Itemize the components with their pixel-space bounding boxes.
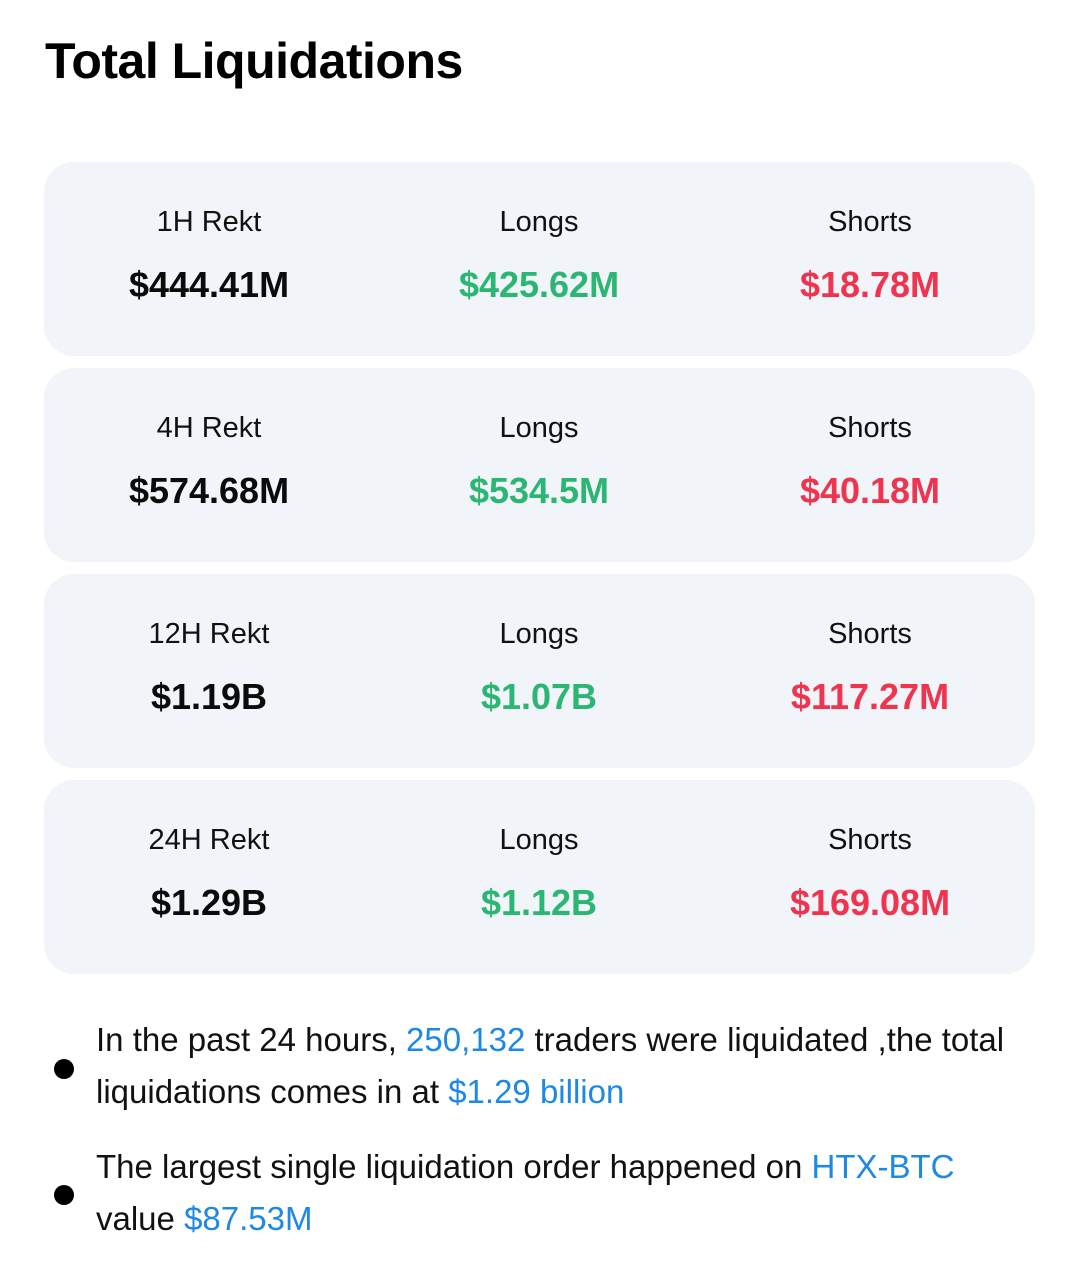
period-label: 12H Rekt [148, 618, 270, 650]
shorts-label: Shorts [828, 824, 912, 856]
summary-text: In the past 24 hours, 250,132 traders we… [96, 1014, 1071, 1118]
shorts-value: $117.27M [790, 676, 950, 717]
longs-value: $1.12B [480, 882, 598, 923]
longs-label: Longs [499, 206, 579, 238]
liquidation-card-24h: 24H Rekt $1.29B Longs $1.12B Shorts $169… [44, 780, 1035, 974]
shorts-label: Shorts [828, 206, 912, 238]
largest-order-value: $87.53M [184, 1200, 313, 1237]
liquidation-card-1h: 1H Rekt $444.41M Longs $425.62M Shorts $… [44, 162, 1035, 356]
total-value: $1.29B [150, 882, 268, 923]
total-value: $1.19B [150, 676, 268, 717]
summary-middle: value [96, 1200, 185, 1237]
total-liquidation-amount: $1.29 billion [448, 1073, 625, 1110]
longs-value: $534.5M [468, 470, 610, 511]
summary-text: The largest single liquidation order hap… [96, 1141, 1071, 1245]
shorts-value: $169.08M [789, 882, 951, 923]
exchange-pair: HTX-BTC [811, 1148, 955, 1185]
period-label: 1H Rekt [156, 206, 262, 238]
summary-prefix: In the past 24 hours, [96, 1021, 407, 1058]
shorts-label: Shorts [828, 618, 912, 650]
period-label: 4H Rekt [156, 412, 262, 444]
summary-prefix: The largest single liquidation order hap… [96, 1148, 812, 1185]
traders-count: 250,132 [406, 1021, 526, 1058]
summary-middle: traders were liquidated ,the total liqui… [96, 1021, 1005, 1110]
liquidation-card-4h: 4H Rekt $574.68M Longs $534.5M Shorts $4… [44, 368, 1035, 562]
shorts-value: $18.78M [799, 264, 941, 305]
longs-value: $1.07B [480, 676, 598, 717]
longs-label: Longs [499, 412, 579, 444]
bullet-dot-icon [54, 1059, 74, 1079]
page-title: Total Liquidations [45, 33, 463, 89]
total-value: $444.41M [128, 264, 290, 305]
liquidation-card-12h: 12H Rekt $1.19B Longs $1.07B Shorts $117… [44, 574, 1035, 768]
longs-value: $425.62M [458, 264, 620, 305]
shorts-label: Shorts [828, 412, 912, 444]
longs-label: Longs [499, 618, 579, 650]
period-label: 24H Rekt [148, 824, 270, 856]
total-value: $574.68M [128, 470, 290, 511]
longs-label: Longs [499, 824, 579, 856]
shorts-value: $40.18M [799, 470, 941, 511]
bullet-dot-icon [54, 1185, 74, 1205]
